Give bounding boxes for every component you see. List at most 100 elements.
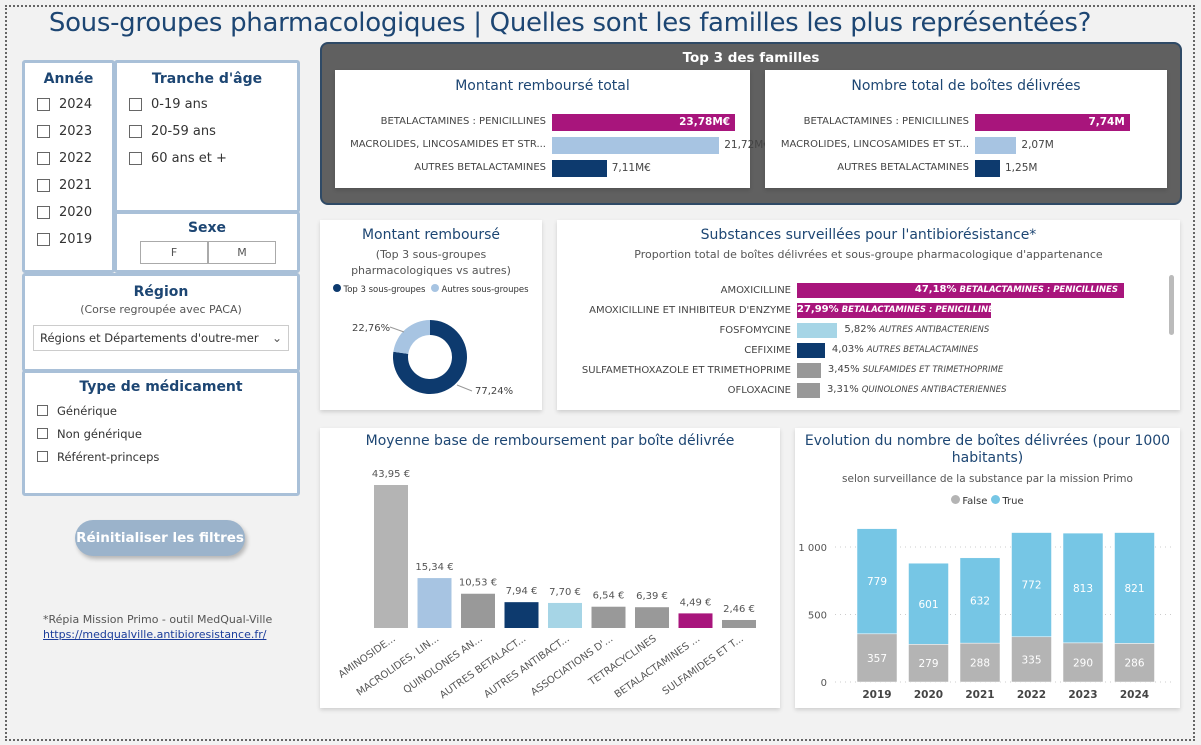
year-option-label: 2021 bbox=[59, 178, 93, 193]
evolution-bar-true[interactable] bbox=[1062, 532, 1104, 644]
avg-bar[interactable] bbox=[504, 602, 539, 628]
year-option[interactable]: 2022 bbox=[37, 145, 112, 172]
avg-bar-label: 2,46 € bbox=[723, 604, 755, 615]
legend-label: False bbox=[962, 496, 988, 507]
substance-bar[interactable] bbox=[797, 303, 991, 318]
y-tick-label: 1 000 bbox=[798, 543, 827, 554]
type-option[interactable]: Générique bbox=[37, 399, 297, 422]
substance-value: 5,82% AUTRES ANTIBACTERIENS bbox=[844, 324, 989, 335]
evolution-bar-false[interactable] bbox=[1062, 642, 1104, 683]
top3-bar-value: 21,72M€ bbox=[724, 139, 771, 151]
substance-bar[interactable] bbox=[797, 323, 838, 338]
evolution-bar-true[interactable] bbox=[1114, 532, 1155, 644]
top3-title: Top 3 des familles bbox=[682, 50, 820, 66]
top3-bar[interactable] bbox=[975, 137, 1017, 154]
substance-bar[interactable] bbox=[797, 383, 820, 398]
avg-bar[interactable] bbox=[591, 606, 626, 628]
substance-value: 3,31% QUINOLONES ANTIBACTERIENNES bbox=[827, 384, 1007, 395]
evolution-chart: 0 500 1 000 357 779 2019 279 601 2020 288 632 2021 3… bbox=[798, 528, 1175, 701]
evolution-bar-false[interactable] bbox=[1011, 636, 1052, 683]
substance-percent: 3,31% bbox=[826, 384, 859, 395]
avg-bar[interactable] bbox=[678, 613, 713, 628]
leader-line bbox=[389, 326, 405, 333]
avg-bar[interactable] bbox=[635, 607, 669, 628]
region-dropdown[interactable]: Régions et Départements d'outre-mer ⌄ bbox=[33, 325, 289, 351]
donut-slice[interactable] bbox=[393, 320, 467, 394]
evolution-bar-true[interactable] bbox=[856, 528, 898, 635]
top3-bar[interactable] bbox=[975, 114, 1130, 131]
top3-bar[interactable] bbox=[552, 114, 736, 131]
evolution-bar-false[interactable] bbox=[959, 642, 1001, 683]
avg-category-label: QUINOLONES AN... bbox=[402, 633, 485, 696]
year-option[interactable]: 2019 bbox=[37, 226, 112, 253]
age-option[interactable]: 20-59 ans bbox=[129, 118, 297, 145]
legend-dot-icon bbox=[991, 495, 1001, 504]
age-option[interactable]: 0-19 ans bbox=[129, 91, 297, 118]
age-option-label: 0-19 ans bbox=[151, 97, 208, 112]
top3-bar-value: 7,11M€ bbox=[611, 162, 651, 174]
sex-option-f[interactable]: F bbox=[140, 241, 208, 264]
year-option-label: 2020 bbox=[59, 205, 93, 220]
checkbox-icon bbox=[37, 179, 50, 192]
top3-row-label: MACROLIDES, LINCOSAMIDES ET ST... bbox=[780, 139, 969, 150]
checkbox-icon bbox=[37, 405, 48, 416]
evolution-bar-false[interactable] bbox=[856, 633, 898, 683]
evolution-bar-true[interactable] bbox=[908, 562, 949, 645]
substance-group: AUTRES ANTIBACTERIENS bbox=[879, 325, 990, 335]
legend-item: Autres sous-groupes bbox=[431, 284, 529, 295]
drug-type-filter: Type de médicament Générique Non génériqu… bbox=[22, 370, 300, 496]
scrollbar[interactable] bbox=[1169, 275, 1174, 335]
avg-bar[interactable] bbox=[417, 578, 452, 628]
top3-amount-title: Montant remboursé total bbox=[455, 78, 630, 94]
substance-bar[interactable] bbox=[797, 343, 825, 358]
evolution-bar-false[interactable] bbox=[1114, 643, 1155, 683]
avg-category-label: BETALACTAMINES ... bbox=[613, 633, 702, 700]
y-tick-label: 0 bbox=[821, 678, 827, 689]
substance-bar[interactable] bbox=[797, 283, 1124, 298]
type-option[interactable]: Référent-princeps bbox=[37, 445, 297, 468]
evolution-bar-true[interactable] bbox=[959, 557, 1001, 644]
substance-group: BETALACTAMINES : PENICILLINES bbox=[959, 285, 1118, 295]
avg-bar[interactable] bbox=[722, 619, 756, 628]
legend-label: Top 3 sous-groupes bbox=[343, 285, 426, 295]
substance-label: CEFIXIME bbox=[744, 345, 791, 356]
age-option[interactable]: 60 ans et + bbox=[129, 145, 297, 172]
evolution-bar-label: 813 bbox=[1073, 583, 1093, 595]
avg-chart: 43,95 €AMINOSIDE...15,34 €MACROLIDES, LI… bbox=[337, 469, 756, 701]
top3-bar[interactable] bbox=[975, 160, 1000, 177]
year-option[interactable]: 2021 bbox=[37, 172, 112, 199]
top3-bar[interactable] bbox=[552, 160, 607, 177]
year-filter-title: Année bbox=[43, 71, 94, 87]
top3-row-label: AUTRES BETALACTAMINES bbox=[414, 162, 546, 173]
top3-bar-value: 23,78M€ bbox=[679, 116, 731, 128]
substance-group: BETALACTAMINES : PENICILLINES bbox=[841, 305, 1001, 315]
type-option-label: Générique bbox=[57, 403, 117, 418]
footnote-link[interactable]: https://medqualville.antibioresistance.f… bbox=[43, 628, 267, 641]
evolution-bar-label: 821 bbox=[1124, 583, 1144, 595]
x-tick-label: 2024 bbox=[1120, 689, 1149, 701]
reset-filters-button[interactable]: Réinitialiser les filtres bbox=[75, 520, 245, 556]
type-option[interactable]: Non générique bbox=[37, 422, 297, 445]
avg-bar[interactable] bbox=[461, 593, 495, 628]
avg-bar[interactable] bbox=[374, 485, 408, 628]
year-option[interactable]: 2020 bbox=[37, 199, 112, 226]
x-tick-label: 2020 bbox=[914, 689, 943, 701]
evolution-bar-false[interactable] bbox=[908, 644, 949, 683]
sex-option-m[interactable]: M bbox=[208, 241, 276, 264]
evolution-bar-label: 288 bbox=[970, 658, 990, 670]
year-option[interactable]: 2023 bbox=[37, 118, 112, 145]
checkbox-icon bbox=[129, 152, 142, 165]
type-option-label: Référent-princeps bbox=[57, 449, 160, 464]
substance-bar[interactable] bbox=[797, 363, 821, 378]
avg-bar[interactable] bbox=[548, 602, 582, 628]
year-option[interactable]: 2024 bbox=[37, 91, 112, 118]
top3-bar-value: 2,07M bbox=[1021, 139, 1054, 151]
avg-category-label: SULFAMIDES ET T... bbox=[661, 633, 746, 697]
checkbox-icon bbox=[37, 428, 48, 439]
substances-title: Substances surveillées pour l'antibiorés… bbox=[700, 227, 1037, 243]
donut-slice[interactable] bbox=[393, 320, 430, 354]
top3-bar[interactable] bbox=[552, 137, 720, 154]
evolution-bar-true[interactable] bbox=[1011, 532, 1052, 638]
year-option-label: 2023 bbox=[59, 124, 93, 139]
checkbox-icon bbox=[37, 125, 50, 138]
